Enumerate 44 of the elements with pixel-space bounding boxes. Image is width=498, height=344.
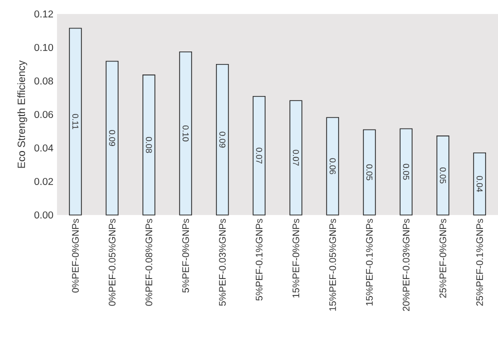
x-tick-label: 0%PEF-0%GNPs — [72, 218, 79, 293]
text: 0.04 — [34, 144, 54, 152]
bar — [142, 74, 156, 216]
text: 0.06 — [34, 110, 54, 118]
bar — [68, 28, 82, 216]
data-label: 0.06 — [330, 158, 336, 174]
data-label: 0.10 — [182, 125, 189, 142]
data-label: 0.05 — [440, 168, 446, 184]
data-label: 0.11 — [72, 114, 78, 130]
x-tick-label: 15%PEF-0.1%GNPs — [366, 218, 373, 306]
data-label: 0.05 — [366, 164, 372, 180]
bar — [400, 128, 413, 216]
bar — [216, 64, 229, 216]
x-tick-label: 5%PEF-0.03%GNPs — [219, 218, 226, 306]
text: 0.10 — [34, 44, 54, 52]
x-tick-label: 0%PEF-0.08%GNPs — [146, 218, 152, 306]
text: 0.08 — [34, 77, 54, 85]
x-tick-label: 0%PEF-0.05%GNPs — [108, 218, 116, 306]
y-axis-title: Eco Strength Efficiency — [17, 60, 28, 168]
data-label: 0.09 — [109, 130, 116, 146]
x-tick-label: 5%PEF-0.1%GNPs — [256, 218, 262, 300]
bar — [106, 60, 119, 216]
data-label: 0.08 — [146, 137, 152, 153]
data-label: 0.04 — [476, 176, 483, 192]
bar — [252, 96, 266, 216]
x-tick-label: 25%PEF-0.1%GNPs — [476, 218, 483, 306]
bar — [436, 136, 450, 216]
bar — [473, 152, 486, 216]
data-label: 0.07 — [256, 148, 262, 164]
bar — [289, 100, 302, 216]
x-tick-label: 15%PEF-0%GNPs — [292, 218, 300, 298]
text: 0.12 — [34, 10, 53, 18]
x-tick-label: 15%PEF-0.05%GNPs — [329, 218, 336, 311]
bar — [326, 117, 340, 216]
data-label: 0.07 — [292, 150, 299, 166]
data-label: 0.05 — [403, 164, 410, 180]
text: 0.02 — [34, 178, 53, 186]
bar — [362, 129, 376, 216]
x-tick-label: 20%PEF-0.03%GNPs — [402, 218, 410, 311]
text: 0.00 — [34, 211, 54, 219]
bar — [179, 51, 192, 216]
data-label: 0.09 — [219, 132, 226, 148]
x-tick-label: 25%PEF-0%GNPs — [440, 218, 446, 298]
x-tick-label: 5%PEF-0%GNPs — [182, 218, 189, 293]
